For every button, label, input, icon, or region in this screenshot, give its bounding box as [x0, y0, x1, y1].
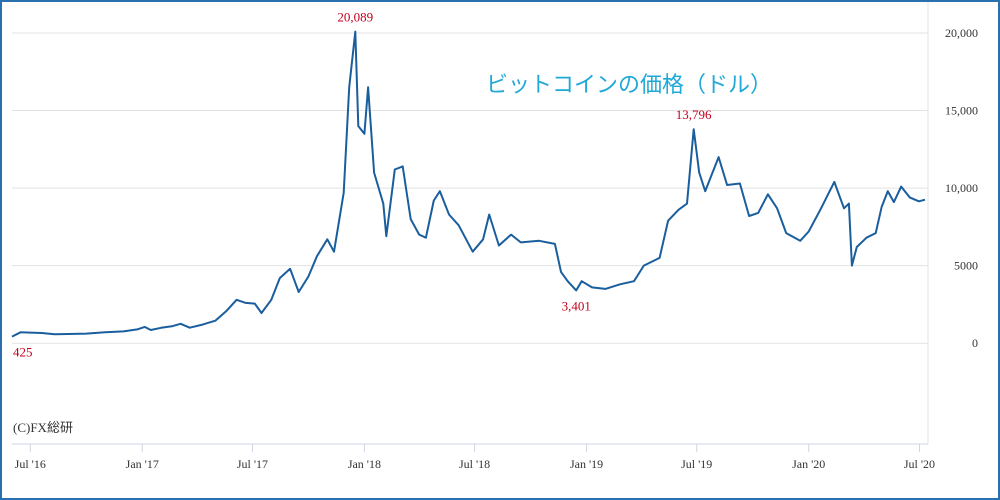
- x-tick-label-5: Jan '19: [570, 457, 603, 471]
- series-line-0: [11, 30, 926, 338]
- y-tick-label-0: 0: [972, 336, 978, 350]
- x-tick-label-2: Jul '17: [237, 457, 268, 471]
- annotation-layer: 425 20,089 3,401 13,796: [13, 10, 712, 360]
- x-tick-label-4: Jul '18: [459, 457, 490, 471]
- x-tick-label-8: Jul '20: [904, 457, 935, 471]
- annotation-label-2: 3,401: [562, 298, 591, 313]
- x-tick-label-6: Jul '19: [681, 457, 712, 471]
- x-tick-label-7: Jan '20: [792, 457, 825, 471]
- axis-layer: 0 5000 10,000 15,000 20,000 Jul '16 Jan '17 Jul…: [12, 26, 978, 471]
- annotation-label-1: 20,089: [337, 10, 373, 25]
- y-tick-label-4: 20,000: [945, 26, 978, 40]
- credit-label: (C)FX総研: [13, 420, 73, 435]
- series-layer: [11, 30, 926, 338]
- annotation-label-3: 13,796: [676, 107, 712, 122]
- x-tick-label-0: Jul '16: [15, 457, 46, 471]
- y-tick-label-1: 5000: [954, 259, 978, 273]
- y-tick-label-3: 15,000: [945, 104, 978, 118]
- annotation-label-0: 425: [13, 345, 33, 360]
- y-tick-label-2: 10,000: [945, 181, 978, 195]
- grid-layer: [12, 2, 929, 444]
- x-tick-label-1: Jan '17: [126, 457, 159, 471]
- chart-title: ビットコインの価格（ドル）: [486, 73, 772, 98]
- x-tick-label-3: Jan '18: [348, 457, 381, 471]
